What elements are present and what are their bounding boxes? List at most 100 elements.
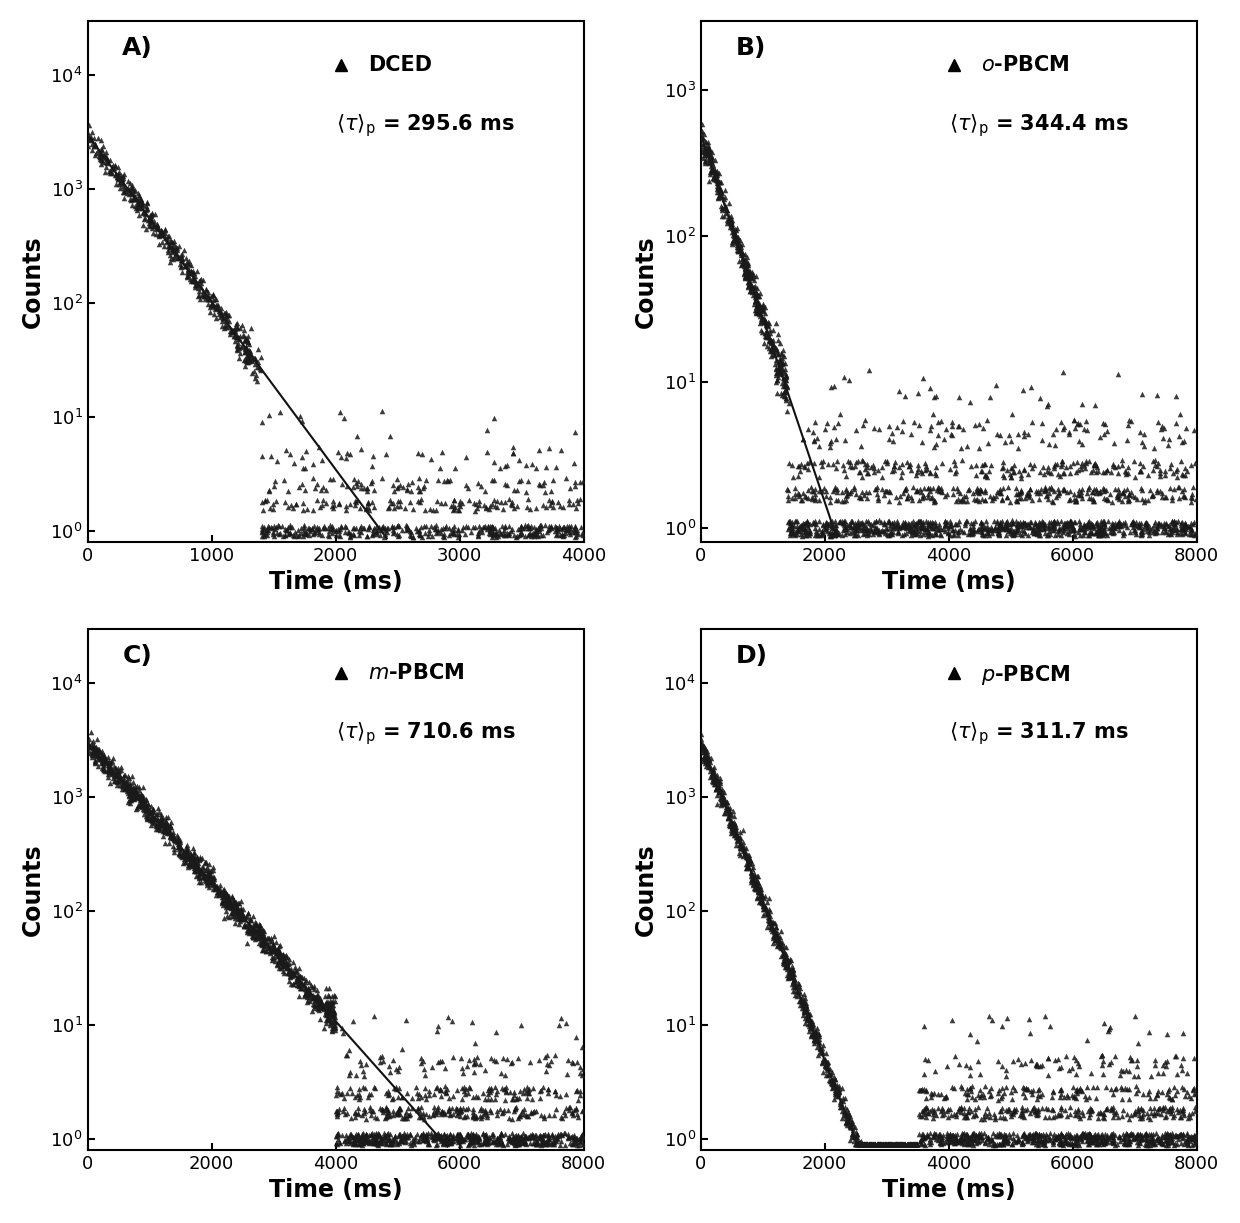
- Point: [497, 455, 517, 475]
- Point: [336, 500, 356, 520]
- Point: [745, 866, 765, 885]
- Point: [1039, 517, 1059, 537]
- Point: [150, 807, 170, 827]
- Point: [1138, 1022, 1158, 1042]
- Point: [389, 1058, 409, 1077]
- Point: [286, 526, 306, 545]
- Point: [794, 993, 813, 1013]
- Point: [1173, 466, 1193, 486]
- Point: [826, 522, 846, 542]
- Point: [506, 1130, 526, 1150]
- Point: [119, 793, 139, 812]
- Point: [491, 1063, 511, 1082]
- Point: [188, 850, 208, 870]
- Point: [424, 1124, 444, 1144]
- Point: [818, 1065, 838, 1085]
- Point: [402, 472, 422, 492]
- Point: [231, 903, 250, 922]
- Point: [1043, 1126, 1063, 1146]
- Point: [109, 762, 129, 781]
- Point: [990, 479, 1009, 499]
- Point: [775, 368, 795, 388]
- Point: [1028, 1101, 1048, 1120]
- Point: [84, 146, 104, 165]
- Point: [140, 804, 160, 823]
- Point: [201, 872, 221, 892]
- Point: [846, 1134, 866, 1153]
- Point: [1071, 1081, 1091, 1101]
- Point: [502, 1128, 522, 1147]
- Point: [464, 1131, 484, 1151]
- Point: [283, 498, 303, 517]
- Point: [901, 526, 921, 545]
- Point: [1054, 481, 1074, 500]
- Point: [942, 520, 962, 539]
- Point: [327, 1124, 347, 1144]
- Point: [749, 892, 769, 911]
- Point: [763, 339, 782, 358]
- Point: [389, 1079, 409, 1098]
- Point: [905, 1134, 925, 1153]
- Point: [1117, 415, 1137, 434]
- Point: [903, 1134, 923, 1153]
- Point: [367, 1131, 387, 1151]
- Point: [340, 1126, 360, 1146]
- Point: [309, 525, 329, 544]
- Point: [408, 1131, 428, 1151]
- Point: [990, 424, 1009, 444]
- Point: [228, 328, 248, 347]
- Point: [481, 517, 501, 537]
- Point: [259, 928, 279, 948]
- Point: [218, 893, 238, 912]
- Point: [361, 1097, 381, 1117]
- Point: [334, 1131, 353, 1151]
- Point: [698, 755, 718, 774]
- Point: [1132, 1125, 1152, 1145]
- Point: [409, 1107, 429, 1126]
- Point: [258, 932, 278, 951]
- Point: [279, 964, 299, 983]
- Point: [739, 851, 759, 871]
- Point: [165, 241, 185, 260]
- Point: [450, 1131, 470, 1151]
- Point: [347, 1130, 367, 1150]
- Point: [392, 1040, 412, 1059]
- Point: [293, 448, 312, 467]
- Point: [722, 232, 742, 252]
- Point: [463, 1124, 482, 1144]
- Point: [758, 907, 777, 927]
- Point: [383, 1131, 403, 1151]
- Point: [946, 1128, 966, 1147]
- Point: [216, 316, 236, 335]
- Point: [449, 494, 469, 514]
- Point: [296, 980, 316, 999]
- Point: [738, 253, 758, 273]
- Point: [365, 1131, 384, 1151]
- Point: [94, 759, 114, 779]
- Point: [975, 1109, 994, 1129]
- Point: [1154, 466, 1174, 486]
- Point: [735, 259, 755, 279]
- Point: [1131, 1126, 1151, 1146]
- Point: [1159, 1088, 1179, 1108]
- Point: [765, 313, 785, 333]
- Point: [160, 827, 180, 846]
- Point: [392, 1126, 412, 1146]
- Point: [739, 852, 759, 872]
- Point: [774, 942, 794, 961]
- Point: [320, 1003, 340, 1022]
- Point: [946, 1129, 966, 1148]
- Point: [1024, 1097, 1044, 1117]
- Point: [523, 1079, 543, 1098]
- Point: [436, 516, 456, 536]
- Point: [753, 896, 773, 916]
- Point: [153, 815, 172, 834]
- Point: [148, 817, 167, 837]
- Point: [787, 525, 807, 544]
- Point: [435, 1104, 455, 1124]
- Point: [470, 1128, 490, 1147]
- Point: [729, 829, 749, 849]
- Point: [415, 1126, 435, 1146]
- Point: [785, 484, 805, 504]
- Point: [304, 986, 324, 1005]
